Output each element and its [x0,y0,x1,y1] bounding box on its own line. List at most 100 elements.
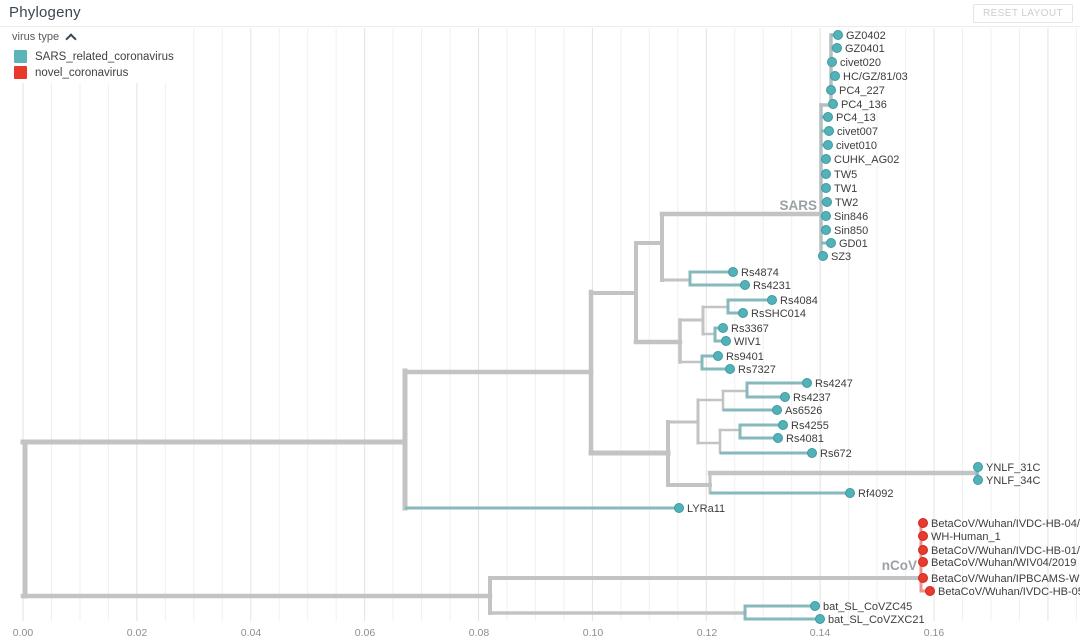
legend-toggle[interactable]: virus type [8,29,174,47]
leaf-node-dot[interactable] [674,503,684,513]
axis-tick-label: 0.04 [241,627,262,639]
leaf-node-dot[interactable] [821,211,831,221]
leaf-node-dot[interactable] [767,295,777,305]
leaf-label[interactable]: TW5 [834,169,857,181]
leaf-label[interactable]: As6526 [785,405,822,417]
leaf-label[interactable]: SZ3 [831,251,851,263]
clade-label: SARS [779,198,817,213]
leaf-label[interactable]: bat_SL_CoVZXC21 [828,614,925,626]
leaf-label[interactable]: civet007 [837,126,878,138]
leaf-node-dot[interactable] [728,267,738,277]
leaf-node-dot[interactable] [973,475,983,485]
leaf-node-dot[interactable] [833,30,843,40]
leaf-node-dot[interactable] [738,308,748,318]
leaf-node-dot[interactable] [810,601,820,611]
leaf-node-dot[interactable] [713,351,723,361]
leaf-node-dot[interactable] [815,614,825,624]
leaf-node-dot[interactable] [721,336,731,346]
leaf-node-dot[interactable] [918,531,928,541]
axis-tick-label: 0.08 [469,627,490,639]
leaf-label[interactable]: Rs4874 [741,267,779,279]
leaf-node-dot[interactable] [823,112,833,122]
axis-tick-label: 0.00 [13,627,34,639]
leaf-node-dot[interactable] [821,183,831,193]
legend-title: virus type [12,31,60,43]
leaf-label[interactable]: PC4_13 [836,112,876,124]
leaf-label[interactable]: Rs4084 [780,295,818,307]
leaf-label[interactable]: Rs4247 [815,378,853,390]
leaf-node-dot[interactable] [828,99,838,109]
ncov-color-swatch [14,66,27,79]
leaf-node-dot[interactable] [824,126,834,136]
leaf-label[interactable]: civet020 [840,57,881,69]
leaf-node-dot[interactable] [773,433,783,443]
leaf-label[interactable]: GD01 [839,238,868,250]
leaf-label[interactable]: Rf4092 [858,488,893,500]
leaf-node-dot[interactable] [818,251,828,261]
leaf-label[interactable]: BetaCoV/Wuhan/IVDC-HB-04/2020 [931,518,1080,530]
leaf-node-dot[interactable] [821,154,831,164]
leaf-label[interactable]: GZ0402 [846,30,886,42]
leaf-label[interactable]: LYRa11 [687,503,725,515]
leaf-label[interactable]: Rs672 [820,448,852,460]
leaf-label[interactable]: WH-Human_1 [931,531,1001,543]
leaf-label[interactable]: Rs4231 [753,280,791,292]
clade-label: nCoV [882,558,917,573]
leaf-label[interactable]: BetaCoV/Wuhan/IVDC-HB-01/2019 [931,545,1080,557]
leaf-label[interactable]: BetaCoV/Wuhan/IPBCAMS-WH-01/2019 [931,573,1080,585]
leaf-label[interactable]: YNLF_34C [986,475,1040,487]
leaf-node-dot[interactable] [827,57,837,67]
leaf-node-dot[interactable] [718,323,728,333]
leaf-node-dot[interactable] [778,420,788,430]
leaf-node-dot[interactable] [807,448,817,458]
leaf-label[interactable]: Rs4255 [791,420,829,432]
leaf-node-dot[interactable] [832,43,842,53]
leaf-node-dot[interactable] [925,586,935,596]
leaf-label[interactable]: Rs9401 [726,351,764,363]
leaf-label[interactable]: Rs4081 [786,433,824,445]
leaf-label[interactable]: BetaCoV/Wuhan/IVDC-HB-05/2019 [938,586,1080,598]
leaf-node-dot[interactable] [845,488,855,498]
leaf-node-dot[interactable] [822,197,832,207]
leaf-node-dot[interactable] [821,225,831,235]
leaf-label[interactable]: Sin846 [834,211,868,223]
leaf-label[interactable]: TW1 [834,183,857,195]
leaf-label[interactable]: civet010 [836,140,877,152]
leaf-node-dot[interactable] [725,364,735,374]
leaf-node-dot[interactable] [973,462,983,472]
leaf-label[interactable]: Sin850 [834,225,868,237]
leaf-node-dot[interactable] [821,169,831,179]
leaf-node-dot[interactable] [826,238,836,248]
leaf-node-dot[interactable] [826,85,836,95]
leaf-label[interactable]: CUHK_AG02 [834,154,899,166]
axis-tick-label: 0.12 [697,627,718,639]
leaf-node-dot[interactable] [772,405,782,415]
leaf-label[interactable]: TW2 [835,197,858,209]
leaf-label[interactable]: Rs7327 [738,364,776,376]
leaf-label[interactable]: Rs4237 [793,392,831,404]
leaf-node-dot[interactable] [830,71,840,81]
leaf-label[interactable]: BetaCoV/Wuhan/WIV04/2019 [931,557,1076,569]
sars-color-swatch [14,50,27,63]
leaf-node-dot[interactable] [802,378,812,388]
leaf-label[interactable]: Rs3367 [731,323,769,335]
header-bar: Phylogeny RESET LAYOUT [0,0,1080,27]
leaf-label[interactable]: PC4_136 [841,99,887,111]
leaf-label[interactable]: PC4_227 [839,85,885,97]
leaf-label[interactable]: RsSHC014 [751,308,806,320]
leaf-label[interactable]: GZ0401 [845,43,885,55]
reset-layout-button[interactable]: RESET LAYOUT [972,4,1073,23]
legend-item-label: novel_coronavirus [35,66,129,79]
leaf-node-dot[interactable] [918,557,928,567]
leaf-label[interactable]: HC/GZ/81/03 [843,71,908,83]
leaf-node-dot[interactable] [918,545,928,555]
leaf-node-dot[interactable] [780,392,790,402]
leaf-label[interactable]: WIV1 [734,336,761,348]
leaf-node-dot[interactable] [740,280,750,290]
leaf-label[interactable]: YNLF_31C [986,462,1040,474]
leaf-node-dot[interactable] [918,573,928,583]
leaf-label[interactable]: bat_SL_CoVZC45 [823,601,912,613]
leaf-node-dot[interactable] [918,518,928,528]
leaf-node-dot[interactable] [823,140,833,150]
